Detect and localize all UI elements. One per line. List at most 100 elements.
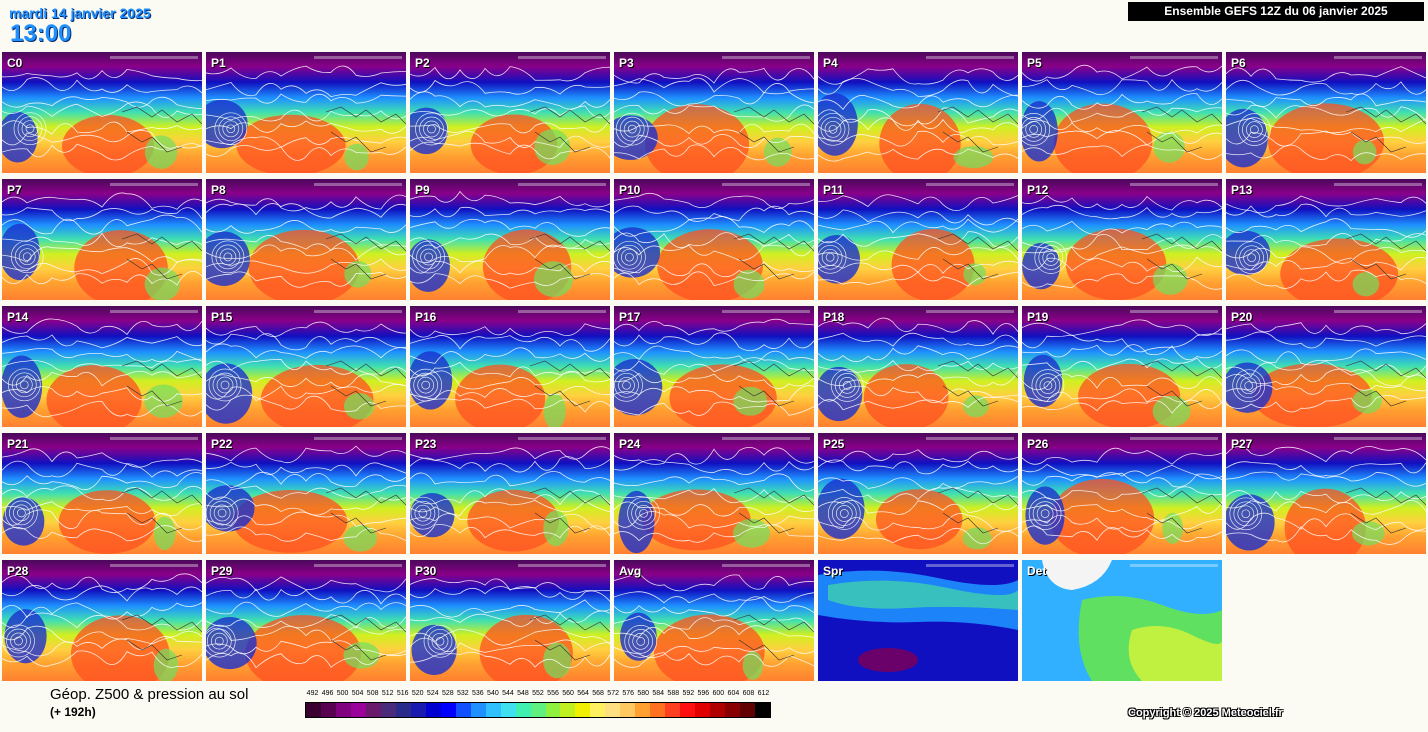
- panel-header-strip: [314, 56, 402, 59]
- panel-label: C0: [7, 56, 23, 70]
- ensemble-map-panel[interactable]: P4: [818, 52, 1018, 173]
- ensemble-map-panel[interactable]: P21: [2, 433, 202, 554]
- ensemble-map-panel[interactable]: P6: [1226, 52, 1426, 173]
- ensemble-map-panel[interactable]: P25: [818, 433, 1018, 554]
- map-image: [410, 52, 610, 173]
- color-scale-label: 612: [757, 690, 770, 697]
- panel-header-strip: [518, 437, 606, 440]
- ensemble-map-panel[interactable]: P1: [206, 52, 406, 173]
- ensemble-map-panel[interactable]: P12: [1022, 179, 1222, 300]
- panel-header-strip: [314, 437, 402, 440]
- color-scale-swatch: [425, 703, 441, 717]
- color-scale-swatch: [395, 703, 411, 717]
- map-image: [410, 433, 610, 554]
- ensemble-map-panel[interactable]: P9: [410, 179, 610, 300]
- color-scale-label: 604: [727, 690, 740, 697]
- panel-label: P26: [1027, 437, 1049, 451]
- ensemble-map-panel[interactable]: P7: [2, 179, 202, 300]
- panel-label: P29: [211, 564, 233, 578]
- panel-header-strip: [518, 310, 606, 313]
- color-scale-swatch: [740, 703, 756, 717]
- ensemble-map-panel[interactable]: P24: [614, 433, 814, 554]
- panel-header-strip: [110, 564, 198, 567]
- map-image: [2, 52, 202, 173]
- panel-label: P2: [415, 56, 430, 70]
- ensemble-map-panel[interactable]: P17: [614, 306, 814, 427]
- color-scale-label: 524: [426, 690, 439, 697]
- ensemble-map-panel[interactable]: P18: [818, 306, 1018, 427]
- color-scale-label: 512: [381, 690, 394, 697]
- color-scale-swatch: [680, 703, 696, 717]
- color-scale-label: 572: [607, 690, 619, 697]
- color-scale-label: 544: [502, 690, 514, 697]
- ensemble-map-panel[interactable]: P14: [2, 306, 202, 427]
- panel-label: P27: [1231, 437, 1253, 451]
- panel-header-strip: [110, 310, 198, 313]
- panel-header-strip: [722, 56, 810, 59]
- color-scale-label: 536: [472, 690, 484, 697]
- color-scale-label: 580: [637, 690, 650, 697]
- color-scale-label: 596: [697, 690, 710, 697]
- panel-header-strip: [926, 437, 1014, 440]
- ensemble-map-panel[interactable]: P8: [206, 179, 406, 300]
- ensemble-map-panel[interactable]: P3: [614, 52, 814, 173]
- ensemble-map-panel[interactable]: P30: [410, 560, 610, 681]
- map-image: [614, 560, 814, 681]
- map-image: [818, 52, 1018, 173]
- ensemble-map-panel[interactable]: P13: [1226, 179, 1426, 300]
- color-scale-label: 556: [547, 690, 559, 697]
- ensemble-map-panel[interactable]: P28: [2, 560, 202, 681]
- ensemble-map-panel[interactable]: P2: [410, 52, 610, 173]
- panel-label: P14: [7, 310, 29, 324]
- ensemble-map-panel[interactable]: Spr: [818, 560, 1018, 681]
- panel-label: P8: [211, 183, 226, 197]
- ensemble-map-panel[interactable]: P10: [614, 179, 814, 300]
- ensemble-map-panel[interactable]: P19: [1022, 306, 1222, 427]
- ensemble-map-panel[interactable]: P26: [1022, 433, 1222, 554]
- color-scale-label: 568: [592, 690, 604, 697]
- ensemble-map-panel[interactable]: C0: [2, 52, 202, 173]
- map-image: [206, 52, 406, 173]
- panel-header-strip: [1130, 183, 1218, 186]
- panel-header-strip: [110, 183, 198, 186]
- ensemble-map-panel[interactable]: P20: [1226, 306, 1426, 427]
- ensemble-panel-grid: C0 P1 P2 P3 P4 P5 P6 P7 P8 P9 P10 P11 P12 P13 P14 P15 P1…: [2, 52, 1426, 681]
- panel-label: P22: [211, 437, 233, 451]
- ensemble-map-panel[interactable]: P29: [206, 560, 406, 681]
- map-image: [2, 306, 202, 427]
- color-scale-swatch: [620, 703, 636, 717]
- color-scale-label: 576: [622, 690, 635, 697]
- ensemble-map-panel[interactable]: P15: [206, 306, 406, 427]
- panel-header-strip: [722, 564, 810, 567]
- ensemble-map-panel[interactable]: P23: [410, 433, 610, 554]
- ensemble-map-panel[interactable]: Det: [1022, 560, 1222, 681]
- ensemble-map-panel[interactable]: P27: [1226, 433, 1426, 554]
- panel-label: P7: [7, 183, 22, 197]
- color-scale-labels: 492 496 500 504 508 512 516 520 524 528 532 536 540 5…: [305, 690, 771, 700]
- panel-header-strip: [1334, 183, 1422, 186]
- ensemble-map-panel[interactable]: P11: [818, 179, 1018, 300]
- panel-label: P23: [415, 437, 437, 451]
- color-scale-swatch: [575, 703, 591, 717]
- map-image: [1226, 433, 1426, 554]
- color-scale-swatch: [695, 703, 711, 717]
- ensemble-map-panel[interactable]: P22: [206, 433, 406, 554]
- panel-header-strip: [110, 437, 198, 440]
- color-scale-swatch: [320, 703, 336, 717]
- color-scale-swatch: [530, 703, 546, 717]
- color-scale-swatch: [605, 703, 621, 717]
- panel-label: P10: [619, 183, 641, 197]
- color-scale-swatch: [560, 703, 576, 717]
- color-scale-swatch: [455, 703, 471, 717]
- ensemble-map-panel[interactable]: P5: [1022, 52, 1222, 173]
- color-scale-swatch: [590, 703, 606, 717]
- ensemble-map-panel[interactable]: P16: [410, 306, 610, 427]
- panel-label: Det: [1027, 564, 1047, 578]
- ensemble-map-panel[interactable]: Avg: [614, 560, 814, 681]
- panel-label: P5: [1027, 56, 1042, 70]
- map-image: [2, 433, 202, 554]
- panel-header-strip: [926, 183, 1014, 186]
- color-scale-swatch: [350, 703, 366, 717]
- panel-label: P19: [1027, 310, 1049, 324]
- color-scale-swatch: [650, 703, 666, 717]
